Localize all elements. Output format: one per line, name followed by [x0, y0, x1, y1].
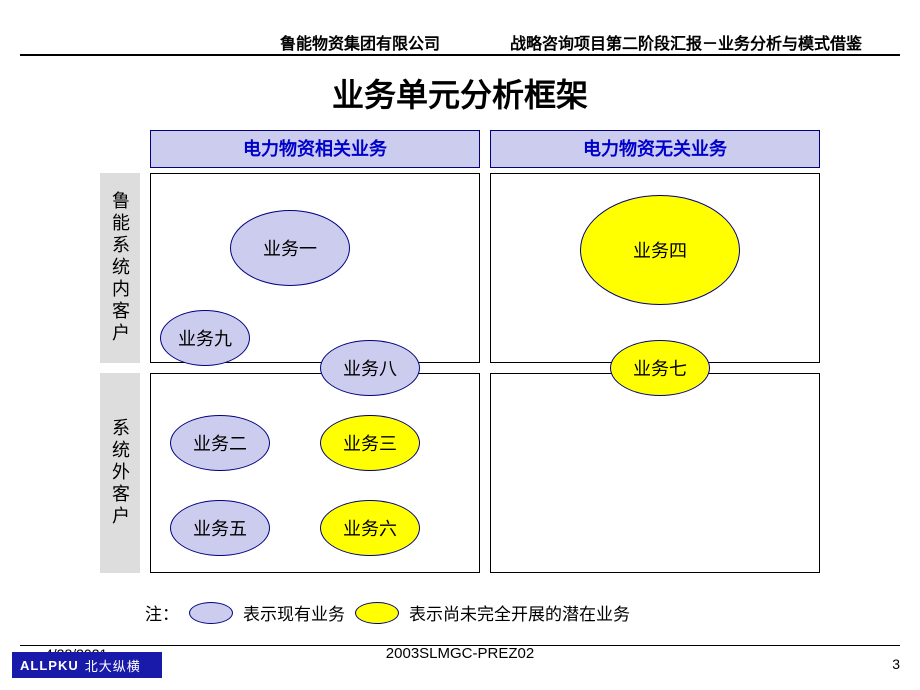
- bubble-7: 业务四: [580, 195, 740, 305]
- legend-potential-label: 表示尚未完全开展的潜在业务: [409, 600, 630, 625]
- header-rule: [20, 54, 900, 56]
- logo-bar: ALLPKU 北大纵横: [12, 652, 162, 678]
- row-label-bottom: 系统外客户: [100, 373, 140, 573]
- bubble-6: 业务六: [320, 500, 420, 556]
- page-title: 业务单元分析框架: [0, 70, 920, 116]
- legend-prefix: 注：: [145, 600, 179, 625]
- logo-main: ALLPKU: [20, 658, 79, 673]
- bubble-3: 业务二: [170, 415, 270, 471]
- bubble-5: 业务五: [170, 500, 270, 556]
- legend-potential-icon: [355, 602, 399, 624]
- bubble-1: 业务九: [160, 310, 250, 366]
- bubble-0: 业务一: [230, 210, 350, 286]
- project-name: 战略咨询项目第二阶段汇报－业务分析与模式借鉴: [510, 30, 862, 54]
- row-label-top: 鲁能系统内客户: [100, 173, 140, 363]
- bubble-4: 业务三: [320, 415, 420, 471]
- legend-existing-icon: [189, 602, 233, 624]
- legend: 注： 表示现有业务 表示尚未完全开展的潜在业务: [145, 600, 630, 625]
- bubble-2: 业务八: [320, 340, 420, 396]
- bubble-8: 业务七: [610, 340, 710, 396]
- logo-sub: 北大纵横: [85, 656, 141, 675]
- page-number: 3: [892, 656, 900, 672]
- company-name: 鲁能物资集团有限公司: [280, 30, 440, 54]
- quadrant-right-bottom: [490, 373, 820, 573]
- column-header-right: 电力物资无关业务: [490, 130, 820, 168]
- legend-existing-label: 表示现有业务: [243, 600, 345, 625]
- column-header-left: 电力物资相关业务: [150, 130, 480, 168]
